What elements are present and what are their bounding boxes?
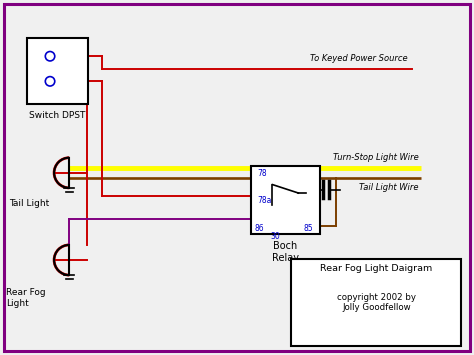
Text: 85: 85: [303, 224, 313, 233]
Bar: [27, 38, 88, 104]
Text: Tail Light: Tail Light: [9, 199, 49, 208]
Text: Switch DPST: Switch DPST: [29, 111, 86, 120]
Text: Boch
Relay: Boch Relay: [272, 241, 299, 263]
Text: Tail Light Wire: Tail Light Wire: [359, 183, 419, 192]
Text: Rear Fog Light Daigram: Rear Fog Light Daigram: [320, 264, 433, 273]
Text: Turn-Stop Light Wire: Turn-Stop Light Wire: [333, 153, 419, 163]
Text: Rear Fog
Light: Rear Fog Light: [6, 288, 46, 308]
Text: To Keyed Power Source: To Keyed Power Source: [310, 54, 407, 64]
Text: 78: 78: [257, 169, 266, 179]
Text: 30: 30: [270, 232, 280, 241]
Text: 86: 86: [255, 224, 264, 233]
Text: 78a: 78a: [257, 196, 271, 206]
Bar: [251, 166, 319, 234]
Text: copyright 2002 by
Jolly Goodfellow: copyright 2002 by Jolly Goodfellow: [337, 293, 416, 312]
Bar: [292, 258, 462, 346]
